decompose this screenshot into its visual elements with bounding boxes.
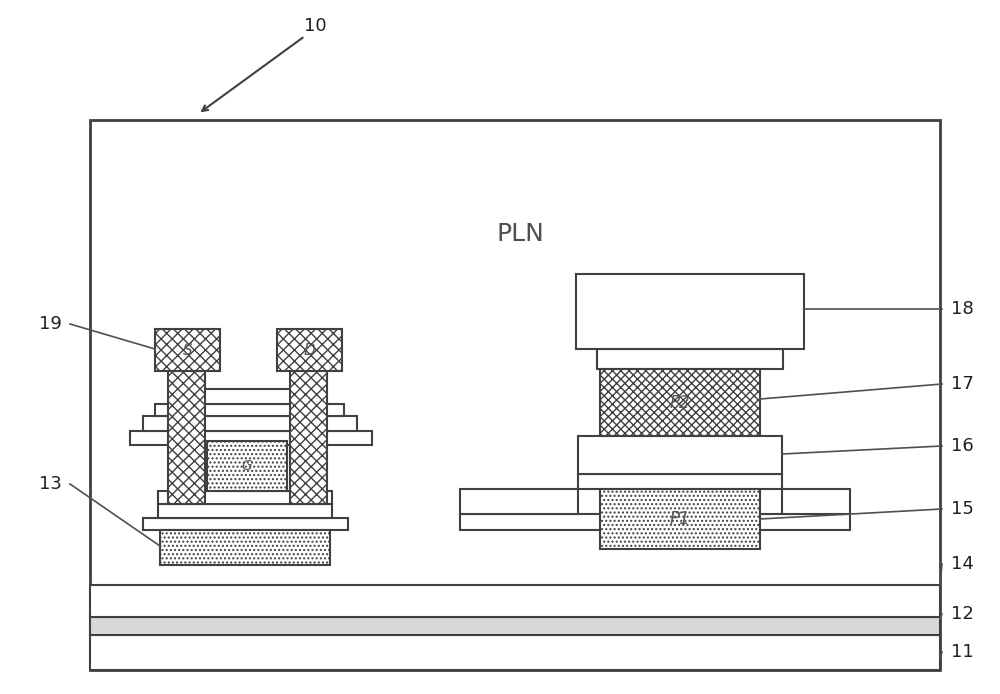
Bar [207,441,287,491]
Text: 17: 17 [951,375,973,393]
Bar [193,389,302,404]
Bar [277,329,342,371]
Text: 16: 16 [951,437,973,455]
Text: D: D [304,343,315,357]
Text: 14: 14 [951,555,973,573]
Bar [578,474,782,489]
Text: 12: 12 [951,605,973,623]
Text: S: S [183,343,192,357]
Bar [158,504,332,518]
Text: 19: 19 [39,315,61,333]
Bar [143,416,357,431]
Bar [90,617,940,635]
Text: 10: 10 [304,17,326,35]
Text: P1: P1 [670,510,690,528]
Text: 13: 13 [39,475,61,493]
Text: 11: 11 [951,643,973,661]
Bar [158,491,332,504]
Bar [160,530,330,565]
Bar [90,635,940,670]
Bar [90,585,940,617]
Bar [143,518,348,530]
Bar [782,489,850,514]
Bar [600,489,760,549]
Text: P2: P2 [670,393,690,412]
Bar [600,369,760,436]
Text: 15: 15 [951,500,973,518]
Text: PLN: PLN [496,222,544,246]
Bar [576,274,804,349]
Bar [460,489,578,514]
Text: G: G [242,459,252,473]
Bar [460,514,850,530]
Bar [597,349,783,369]
Text: 18: 18 [951,300,973,318]
Bar [578,436,782,474]
Bar [155,404,344,416]
Bar [290,371,327,504]
Bar [130,431,372,445]
Bar [90,120,940,670]
Bar [168,371,205,504]
Bar [155,329,220,371]
